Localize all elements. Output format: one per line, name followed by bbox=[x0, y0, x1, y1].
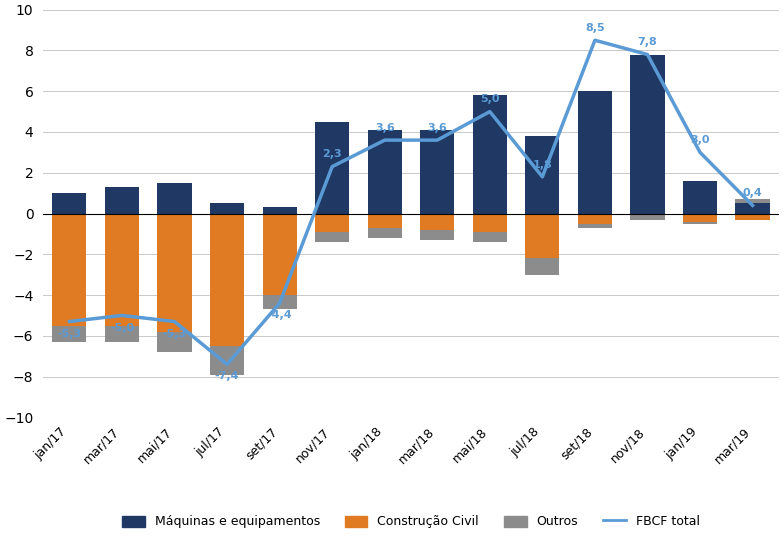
Bar bbox=[315, 213, 349, 232]
Text: 3,0: 3,0 bbox=[691, 135, 709, 145]
Bar bbox=[525, 258, 559, 275]
Text: -4,4: -4,4 bbox=[267, 310, 292, 320]
Bar bbox=[105, 213, 139, 326]
Bar bbox=[578, 213, 612, 224]
Text: -5,3: -5,3 bbox=[162, 329, 186, 339]
Bar bbox=[578, 91, 612, 213]
Text: 8,5: 8,5 bbox=[585, 23, 604, 33]
Bar bbox=[630, 213, 665, 220]
Bar bbox=[683, 213, 717, 221]
Bar bbox=[262, 295, 297, 309]
Bar bbox=[525, 213, 559, 258]
Bar bbox=[525, 136, 559, 213]
Text: 7,8: 7,8 bbox=[637, 37, 658, 48]
Bar bbox=[315, 232, 349, 242]
Bar bbox=[210, 346, 244, 375]
Bar bbox=[52, 213, 86, 326]
Text: 2,3: 2,3 bbox=[323, 150, 342, 159]
Bar bbox=[52, 326, 86, 342]
Bar bbox=[473, 213, 507, 232]
Bar bbox=[105, 187, 139, 213]
Bar bbox=[735, 213, 770, 220]
Text: -5,3: -5,3 bbox=[57, 329, 81, 339]
Text: -7,4: -7,4 bbox=[215, 372, 240, 381]
Text: 5,0: 5,0 bbox=[480, 94, 500, 104]
Bar bbox=[683, 221, 717, 224]
Bar bbox=[52, 193, 86, 213]
Bar bbox=[420, 230, 454, 240]
Bar bbox=[157, 213, 192, 332]
Bar bbox=[262, 213, 297, 295]
Text: 0,4: 0,4 bbox=[743, 188, 763, 198]
Bar bbox=[368, 130, 402, 213]
Bar bbox=[735, 199, 770, 204]
Bar bbox=[157, 183, 192, 213]
Bar bbox=[473, 95, 507, 213]
Bar bbox=[157, 332, 192, 352]
Bar bbox=[210, 204, 244, 213]
Bar bbox=[683, 181, 717, 213]
Bar bbox=[473, 232, 507, 242]
Bar bbox=[368, 213, 402, 228]
Bar bbox=[262, 207, 297, 213]
Bar bbox=[735, 204, 770, 213]
Bar bbox=[315, 122, 349, 213]
Bar bbox=[420, 130, 454, 213]
Legend: Máquinas e equipamentos, Construção Civil, Outros, FBCF total: Máquinas e equipamentos, Construção Civi… bbox=[117, 510, 705, 534]
Bar bbox=[630, 55, 665, 213]
Text: 3,6: 3,6 bbox=[375, 123, 395, 133]
Bar bbox=[578, 224, 612, 228]
Text: -5,0: -5,0 bbox=[110, 322, 134, 333]
Bar bbox=[105, 326, 139, 342]
Text: 1,8: 1,8 bbox=[532, 160, 552, 170]
Bar bbox=[210, 213, 244, 346]
Text: 3,6: 3,6 bbox=[428, 123, 447, 133]
Bar bbox=[368, 228, 402, 238]
Bar bbox=[420, 213, 454, 230]
